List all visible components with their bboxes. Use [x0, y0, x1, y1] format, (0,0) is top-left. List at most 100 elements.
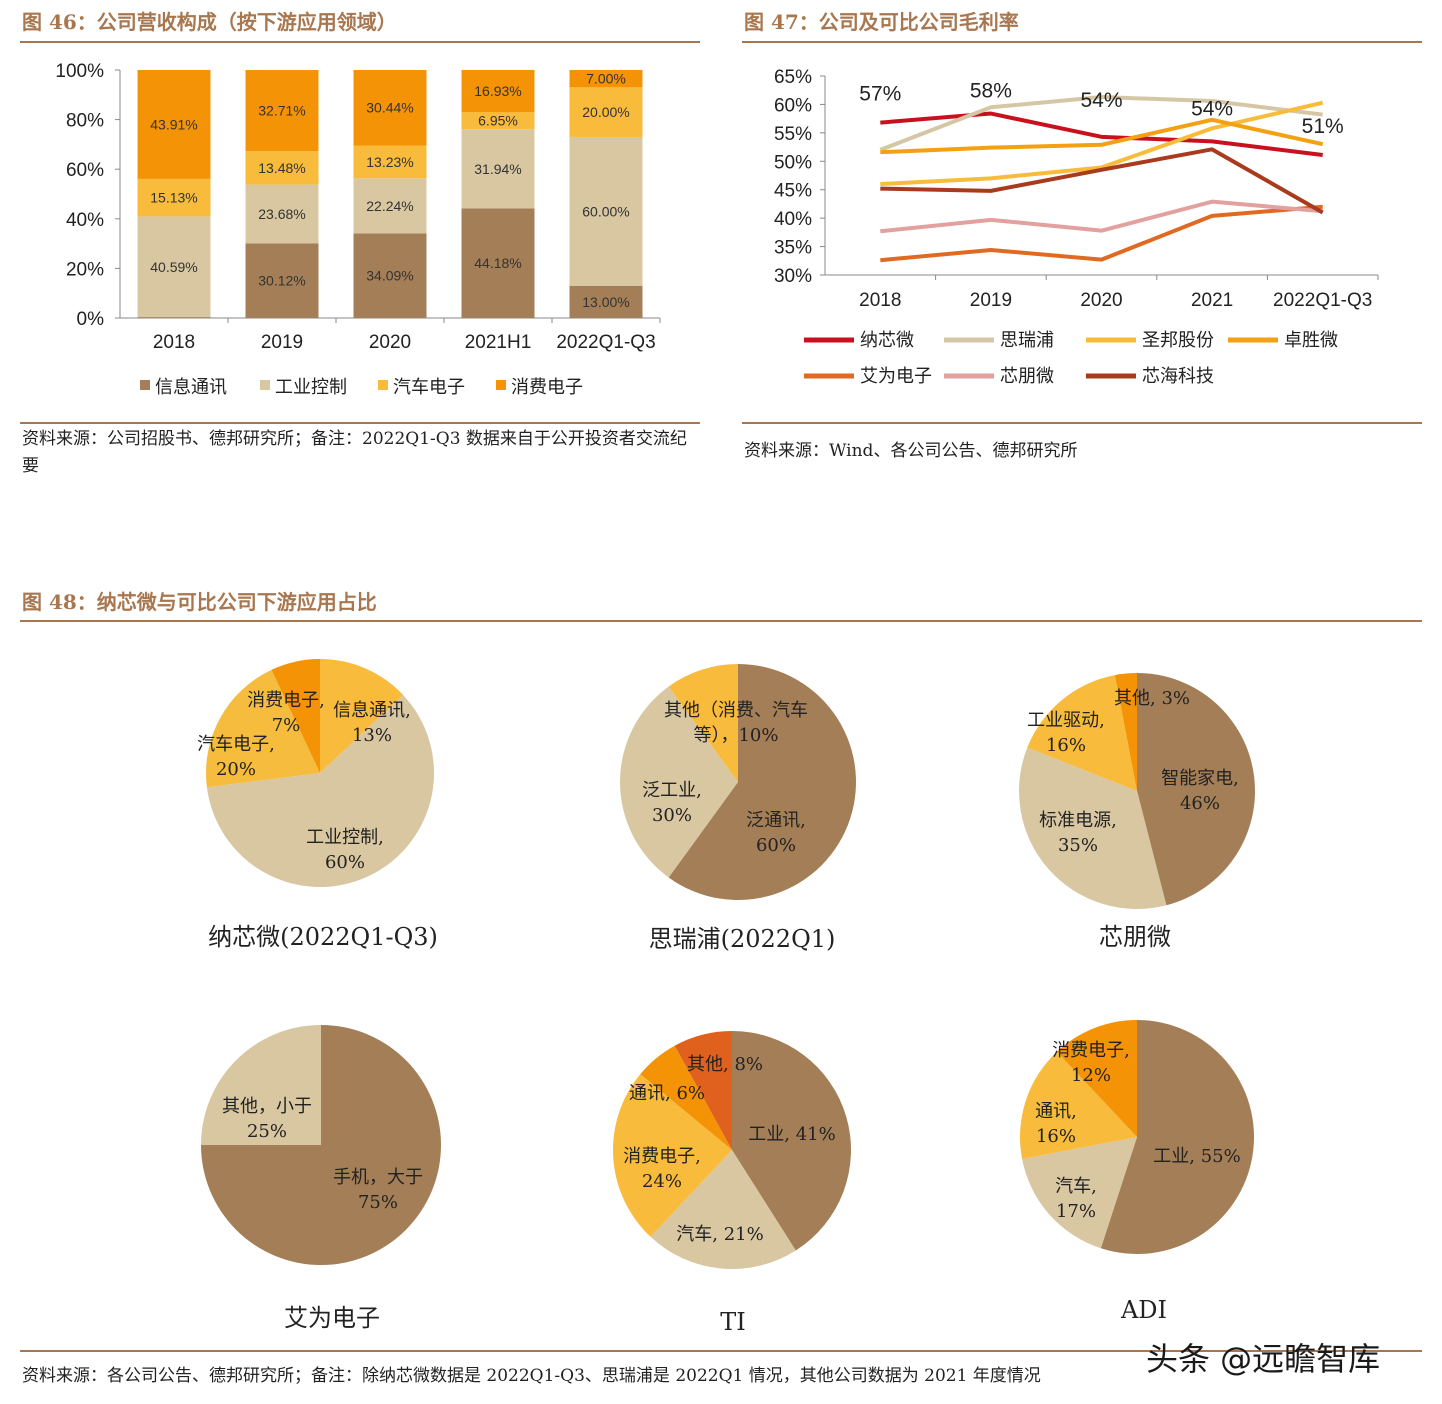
pie-slice-label: 泛通讯, [746, 810, 806, 831]
pie-4-slice-4 [674, 1031, 732, 1150]
pie-0-slice-0 [320, 659, 404, 773]
bar-segment-1 [569, 136, 643, 286]
fig47-line-chart: 30% 35% 40% 45% 50% 55% 60% 65% 2018 2019 2020 2021… [774, 67, 1379, 387]
bar-y-tick-label: 60% [66, 160, 104, 181]
pie-0-slice-1 [206, 694, 434, 888]
pie-5-slice-1 [1022, 1137, 1137, 1249]
line-annotation: 51% [1302, 115, 1344, 138]
pie-0-slice-3 [271, 659, 320, 773]
pie-slice-label: 其他, 8% [687, 1054, 763, 1075]
bar-data-label: 60.00% [582, 203, 629, 219]
pie-2-slice-1 [1019, 747, 1167, 910]
bar-legend-swatch [260, 380, 270, 390]
pie-4-slice-3 [640, 1045, 732, 1150]
pie-5-slice-0 [1100, 1020, 1254, 1254]
bar-segment-3 [245, 70, 319, 152]
bar-legend-swatch [378, 380, 388, 390]
pie-slice-label: 工业控制, [306, 827, 384, 848]
line-annotation: 54% [1191, 97, 1233, 120]
bar-segment-1 [137, 216, 211, 318]
fig47-bottom-rule [742, 422, 1422, 424]
line-annotation: 57% [859, 83, 901, 106]
line-legend-label: 思瑞浦 [1000, 330, 1054, 351]
line-series-5 [880, 199, 1323, 234]
bar-data-label: 6.95% [478, 113, 518, 129]
pie-title: 芯朋微 [1099, 923, 1171, 951]
bar-legend-label: 消费电子 [511, 377, 583, 398]
line-x-tick-label: 2021 [1191, 290, 1233, 311]
bar-segment-1 [461, 129, 535, 209]
line-series-0 [880, 111, 1323, 158]
fig48-source-note: 资料来源：各公司公告、德邦研究所；备注：除纳芯微数据是 2022Q1-Q3、思瑞… [22, 1366, 1041, 1386]
pie-slice-label: 汽车, 21% [676, 1224, 763, 1245]
bar-legend-label: 工业控制 [275, 377, 347, 398]
line-legend-label: 纳芯微 [860, 330, 914, 351]
bar-legend-label: 汽车电子 [393, 377, 465, 398]
pie-4-slice-1 [650, 1150, 796, 1270]
pie-title: 艾为电子 [284, 1304, 380, 1332]
pie-slice-label: 25% [247, 1121, 287, 1142]
line-y-tick-label: 55% [774, 124, 812, 145]
pie-slice-label: 通讯, 6% [629, 1083, 705, 1104]
line-annotation: 54% [1080, 89, 1122, 112]
bar-segment-1 [245, 184, 319, 244]
pie-slice-label: 工业, 41% [748, 1124, 835, 1145]
pie-1-slice-2 [668, 664, 738, 782]
line-legend-label: 芯海科技 [1142, 366, 1214, 387]
pie-slice-label: 其他，小于 [222, 1096, 312, 1117]
pie-slice-label: 20% [216, 759, 256, 780]
pie-5-slice-2 [1019, 1051, 1137, 1159]
bar-data-label: 31.94% [474, 161, 521, 177]
bar-data-label: 30.44% [366, 100, 413, 116]
bar-data-label: 34.09% [366, 268, 413, 284]
pie-slice-label: 其他, 3% [1114, 688, 1190, 709]
bar-legend-swatch [140, 380, 150, 390]
bar-segment-3 [461, 70, 535, 112]
pie-3-slice-1 [201, 1025, 321, 1145]
pie-slice-label: 16% [1046, 735, 1086, 756]
pie-slice-label: 46% [1180, 793, 1220, 814]
pie-2-slice-0 [1137, 673, 1256, 906]
line-series-2 [880, 100, 1324, 187]
pie-0-slice-2 [206, 669, 320, 788]
pie-title: TI [720, 1308, 746, 1336]
pie-slice-label: 信息通讯, [333, 700, 411, 721]
pie-slice-label: 智能家电, [1161, 768, 1239, 789]
line-legend-label: 卓胜微 [1284, 330, 1338, 351]
pie-slice-label: 30% [652, 805, 692, 826]
bar-data-label: 15.13% [150, 190, 197, 206]
bar-data-label: 44.18% [474, 255, 521, 271]
fig46-stacked-bar-chart: 0%20%40%60%80%100%20180.37%40.59%15.13%4… [55, 61, 661, 398]
bar-segment-0 [461, 208, 535, 318]
bar-y-tick-label: 80% [66, 111, 104, 132]
bar-x-tick-label: 2022Q1-Q3 [556, 332, 655, 353]
bar-data-label: 16.93% [474, 83, 521, 99]
line-series-3 [880, 117, 1324, 155]
pie-title: 纳芯微(2022Q1-Q3) [208, 923, 438, 951]
bar-segment-3 [353, 70, 427, 146]
bar-segment-2 [353, 145, 427, 179]
bar-y-tick-label: 100% [55, 61, 104, 82]
bar-legend-label: 信息通讯 [155, 377, 227, 398]
line-series-1 [879, 95, 1323, 152]
bar-y-tick-label: 40% [66, 210, 104, 231]
pie-1-slice-0 [668, 664, 857, 900]
line-legend-label: 圣邦股份 [1142, 330, 1214, 351]
pie-slice-label: 泛工业, [642, 780, 702, 801]
line-legend-label: 芯朋微 [1000, 366, 1054, 387]
bar-data-label: 7.00% [586, 71, 626, 87]
bar-segment-0 [353, 233, 427, 318]
pie-slice-label: 标准电源, [1039, 810, 1117, 831]
pie-title: 思瑞浦(2022Q1) [649, 925, 836, 953]
pie-slice-label: 17% [1056, 1201, 1096, 1222]
fig47-title: 图 47：公司及可比公司毛利率 [744, 10, 1019, 34]
bar-segment-2 [569, 87, 643, 137]
bar-data-label: 40.59% [150, 259, 197, 275]
bar-segment-2 [461, 111, 535, 130]
pie-slice-label: 消费电子, [623, 1146, 701, 1167]
fig47-source-note: 资料来源：Wind、各公司公告、德邦研究所 [744, 441, 1078, 461]
fig47-top-rule [742, 41, 1422, 43]
bar-data-label: 23.68% [258, 206, 305, 222]
line-series-4 [880, 204, 1323, 263]
pie-slice-label: 消费电子, [247, 690, 325, 711]
